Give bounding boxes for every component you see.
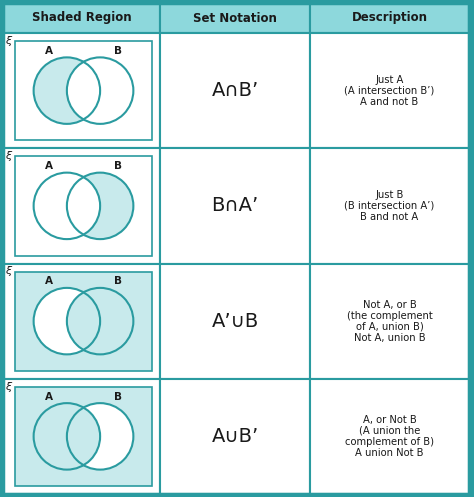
Text: B: B (114, 46, 122, 56)
Text: B: B (114, 392, 122, 402)
Bar (310, 379, 469, 494)
Bar (15, 387, 152, 486)
Circle shape (34, 57, 100, 124)
Bar (310, 263, 469, 379)
Bar (3, 379, 160, 494)
Bar (3, 263, 160, 379)
Circle shape (34, 172, 100, 239)
Text: ξ: ξ (5, 266, 11, 276)
Bar (310, 3, 469, 33)
Circle shape (67, 172, 133, 239)
Bar (3, 148, 160, 263)
Text: A: A (45, 392, 53, 402)
Text: ξ: ξ (5, 36, 11, 46)
Bar (160, 379, 310, 494)
Bar (160, 3, 310, 33)
Text: A, or Not B: A, or Not B (363, 415, 416, 425)
Text: A∩B’: A∩B’ (211, 81, 259, 100)
Circle shape (67, 57, 133, 124)
Text: A: A (45, 46, 53, 56)
Bar (15, 156, 152, 255)
Text: B: B (114, 276, 122, 286)
Text: Just A: Just A (375, 75, 404, 84)
Text: Shaded Region: Shaded Region (32, 11, 131, 24)
Text: ξ: ξ (5, 151, 11, 161)
Text: A: A (45, 161, 53, 171)
Text: complement of B): complement of B) (345, 437, 434, 447)
Text: Set Notation: Set Notation (193, 11, 277, 24)
Text: B: B (114, 161, 122, 171)
Text: (B intersection A’): (B intersection A’) (345, 201, 435, 211)
Bar (160, 148, 310, 263)
Circle shape (67, 403, 133, 470)
Bar (310, 33, 469, 148)
Bar (3, 3, 160, 33)
Bar (15, 271, 152, 371)
Text: Just B: Just B (375, 190, 404, 200)
Bar (160, 33, 310, 148)
Text: A union Not B: A union Not B (355, 448, 424, 458)
Circle shape (34, 288, 100, 354)
Text: Description: Description (352, 11, 428, 24)
Text: Not A, or B: Not A, or B (363, 300, 416, 310)
Text: (the complement: (the complement (346, 311, 432, 321)
Text: ξ: ξ (5, 382, 11, 392)
Text: A: A (45, 276, 53, 286)
Text: A’∪B: A’∪B (211, 312, 259, 331)
Bar (160, 263, 310, 379)
Bar (3, 33, 160, 148)
Text: of A, union B): of A, union B) (356, 322, 423, 331)
Circle shape (67, 288, 133, 354)
Text: (A intersection B’): (A intersection B’) (345, 85, 435, 95)
Text: A and not B: A and not B (360, 96, 419, 107)
Text: A∪B’: A∪B’ (211, 427, 259, 446)
Text: B∩A’: B∩A’ (211, 196, 259, 215)
Bar (15, 41, 152, 140)
Text: Not A, union B: Not A, union B (354, 332, 425, 342)
Circle shape (34, 403, 100, 470)
Text: B and not A: B and not A (360, 212, 419, 222)
Text: (A union the: (A union the (359, 426, 420, 436)
Bar (310, 148, 469, 263)
